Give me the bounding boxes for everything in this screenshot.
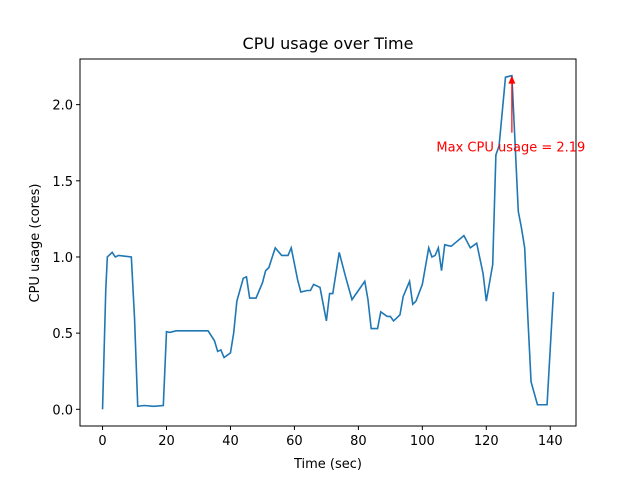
y-tick-label: 2.0 — [52, 99, 73, 114]
y-tick-label: 0.5 — [52, 327, 73, 342]
annotation-arrowhead — [508, 75, 516, 84]
annotation-text: Max CPU usage = 2.19 — [436, 141, 585, 156]
chart-title: CPU usage over Time — [243, 34, 414, 53]
x-tick-label: 0 — [98, 434, 106, 449]
x-tick-label: 40 — [222, 434, 239, 449]
x-tick-label: 80 — [350, 434, 367, 449]
y-axis-label: CPU usage (cores) — [28, 184, 43, 303]
x-tick-label: 60 — [286, 434, 303, 449]
plot-frame — [79, 58, 577, 427]
data-line — [101, 74, 555, 410]
x-tick-label: 120 — [474, 434, 499, 449]
y-tick-label: 1.5 — [52, 175, 73, 190]
x-tick-label: 20 — [158, 434, 175, 449]
y-tick-label: 1.0 — [52, 251, 73, 266]
y-tick-label: 0.0 — [52, 403, 73, 418]
x-axis-label: Time (sec) — [293, 457, 362, 472]
x-tick-label: 140 — [538, 434, 563, 449]
x-tick-label: 100 — [410, 434, 435, 449]
